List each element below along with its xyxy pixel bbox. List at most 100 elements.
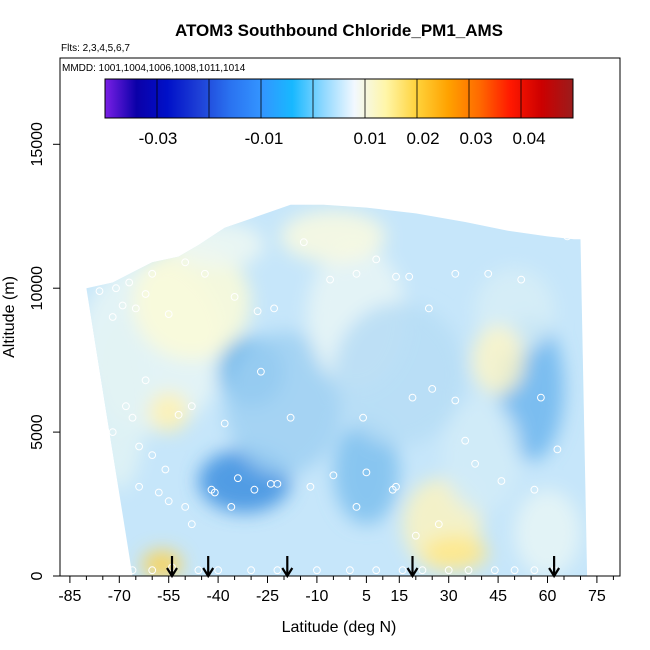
observation-point <box>201 269 209 278</box>
observation-point <box>484 269 493 278</box>
x-tick-label: -55 <box>157 588 180 605</box>
observation-point <box>270 304 279 313</box>
observation-point <box>128 413 137 422</box>
observation-point <box>108 313 117 321</box>
flight-arrows <box>166 556 561 579</box>
x-tick-label: 15 <box>390 588 408 605</box>
colorbar-tick-label: -0.03 <box>139 129 178 148</box>
observation-point <box>125 278 134 287</box>
curtain-blob <box>333 420 400 525</box>
y-tick-label: 5000 <box>29 414 46 450</box>
flight-arrowhead <box>406 567 419 579</box>
observation-point <box>359 413 368 422</box>
colorbar: -0.03 -0.01 0.01 0.02 0.03 0.04 <box>104 78 574 148</box>
observation-point <box>530 485 539 494</box>
observation-point <box>346 566 354 575</box>
colorbar-tick-label: 0.02 <box>406 129 439 148</box>
mmdd-note: MMDD: 1001,1004,1006,1008,1011,1014 <box>62 63 246 74</box>
observation-point <box>247 566 256 575</box>
x-tick-label: -25 <box>256 588 279 605</box>
observation-point <box>329 471 338 480</box>
curtain-blob <box>333 302 466 447</box>
observation-point <box>537 393 545 402</box>
observation-point <box>118 301 127 310</box>
curtain-field <box>86 204 588 576</box>
observation-point <box>122 402 130 411</box>
observation-point <box>148 269 157 278</box>
observation-point <box>497 477 506 485</box>
flight-arrowhead <box>281 567 294 579</box>
observation-point <box>306 482 315 491</box>
observation-point <box>352 269 361 278</box>
observation-point <box>194 566 203 575</box>
x-tick-label: -40 <box>207 588 230 605</box>
observation-point <box>164 310 173 319</box>
observation-point <box>210 488 219 497</box>
y-axis-label: Altitude (m) <box>1 276 18 358</box>
observation-point <box>553 445 562 454</box>
observation-point <box>352 503 361 511</box>
observation-point <box>108 428 117 437</box>
y-tick-label: 15000 <box>29 122 46 167</box>
colorbar-gradient <box>105 79 573 118</box>
observation-point <box>135 482 144 491</box>
observation-point <box>392 272 400 281</box>
y-tick-label: 0 <box>29 571 46 580</box>
flight-arrowhead <box>202 567 215 579</box>
observation-point <box>148 566 157 575</box>
observation-point <box>490 566 499 575</box>
observation-point <box>299 238 308 247</box>
observation-point <box>181 258 190 267</box>
observation-point <box>530 566 539 575</box>
x-tick-label: -85 <box>58 588 81 605</box>
observation-point <box>313 566 321 575</box>
observation-point <box>405 272 414 281</box>
plot-area <box>60 58 620 576</box>
curtain-blob <box>471 325 525 395</box>
observation-point <box>141 290 150 298</box>
observation-point <box>214 566 223 575</box>
curtain-blob <box>514 489 581 576</box>
x-tick-label: 60 <box>539 588 557 605</box>
observation-point <box>161 465 170 474</box>
observation-point <box>253 307 262 316</box>
observation-point <box>286 413 295 422</box>
observation-point <box>148 451 157 460</box>
observation-point <box>326 275 335 284</box>
x-axis-label: Latitude (deg N) <box>282 619 397 636</box>
chart-title: ATOM3 Southbound Chloride_PM1_AMS <box>175 21 503 40</box>
observation-point <box>181 503 190 511</box>
observation-point <box>227 503 236 511</box>
observation-point <box>372 566 381 575</box>
curtain-blob <box>442 397 522 513</box>
flight-arrowhead <box>548 567 561 579</box>
observation-point <box>372 255 381 264</box>
observation-point <box>398 566 407 575</box>
curtain-blob <box>280 210 387 263</box>
curtain-blob <box>148 391 189 433</box>
observation-point <box>471 459 480 468</box>
curtain-blob <box>422 535 489 571</box>
observation-point <box>510 566 519 575</box>
observation-point <box>392 482 400 491</box>
curtain-blob <box>142 550 182 576</box>
observation-point <box>174 410 183 419</box>
observation-point <box>563 232 572 241</box>
observation-point <box>444 566 453 575</box>
observation-point <box>250 485 259 494</box>
observation-point <box>257 367 265 376</box>
observation-point <box>418 566 427 575</box>
observation-point <box>451 269 460 278</box>
observation-point <box>164 497 173 506</box>
curtain-blob <box>132 245 252 361</box>
observation-point <box>154 488 163 497</box>
y-tick-label: 10000 <box>29 266 46 311</box>
observation-point <box>425 304 433 313</box>
observation-point <box>266 480 275 488</box>
x-tick-label: 30 <box>440 588 458 605</box>
x-tick-label: 5 <box>362 588 371 605</box>
observation-point <box>220 419 229 428</box>
x-tick-label: 45 <box>489 588 507 605</box>
colorbar-tick-label: -0.01 <box>245 129 284 148</box>
